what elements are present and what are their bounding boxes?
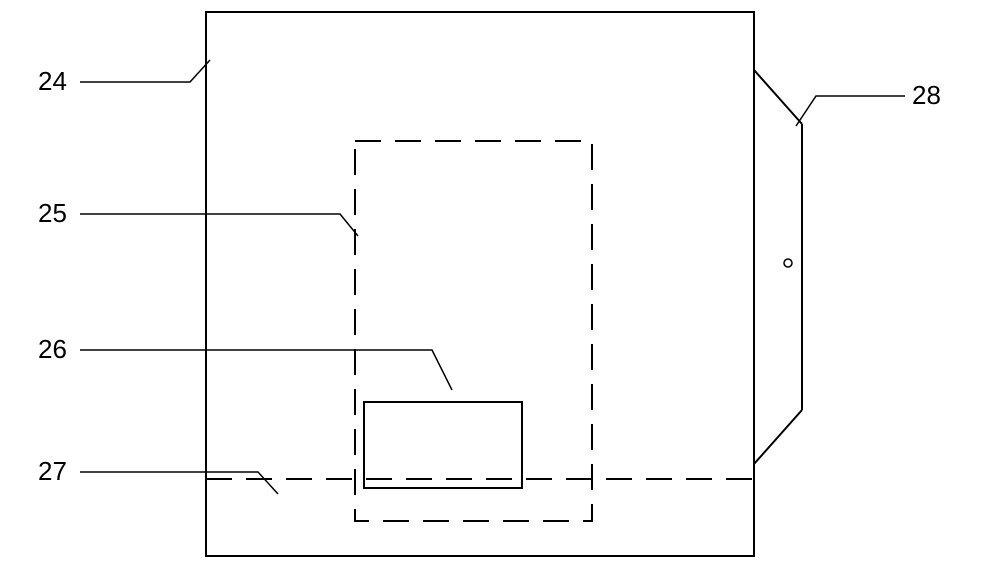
label-24: 24: [38, 66, 67, 96]
leader-24: [80, 60, 210, 82]
outer-box: [206, 12, 754, 556]
label-28: 28: [912, 80, 941, 110]
inner-dashed-box: [355, 141, 592, 521]
leader-27: [80, 472, 278, 494]
door-edge-top: [754, 70, 802, 124]
small-box: [364, 402, 522, 488]
leader-25: [80, 214, 358, 236]
label-27: 27: [38, 456, 67, 486]
door-edge-bottom: [754, 410, 802, 464]
leader-28: [796, 96, 905, 126]
label-26: 26: [38, 334, 67, 364]
diagram-canvas: 24 28 25 26 27: [0, 0, 1000, 580]
door-knob: [784, 259, 792, 267]
label-25: 25: [38, 198, 67, 228]
leader-26: [80, 350, 452, 390]
